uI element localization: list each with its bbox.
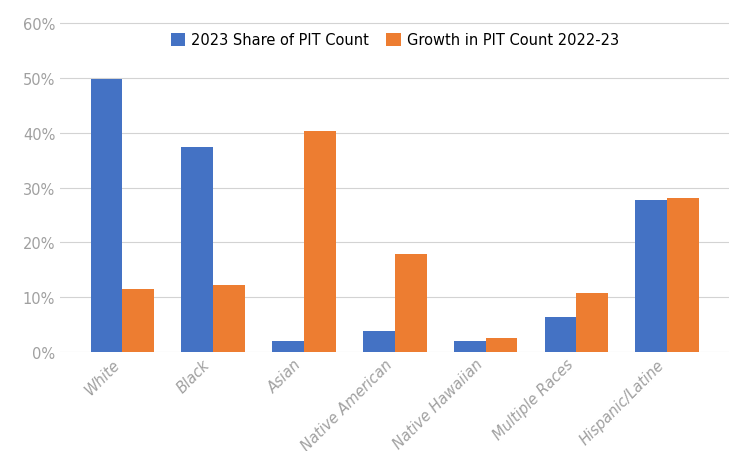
Bar <box>486 338 517 352</box>
Bar <box>453 341 486 352</box>
Bar <box>181 147 213 352</box>
Bar <box>123 289 154 352</box>
Bar <box>304 132 336 352</box>
Bar <box>544 318 577 352</box>
Bar <box>667 199 699 352</box>
Bar <box>577 293 608 352</box>
Bar <box>395 255 426 352</box>
Legend: 2023 Share of PIT Count, Growth in PIT Count 2022-23: 2023 Share of PIT Count, Growth in PIT C… <box>165 28 625 54</box>
Bar <box>213 286 245 352</box>
Bar <box>90 79 123 352</box>
Bar <box>635 201 667 352</box>
Bar <box>272 341 304 352</box>
Bar <box>363 331 395 352</box>
